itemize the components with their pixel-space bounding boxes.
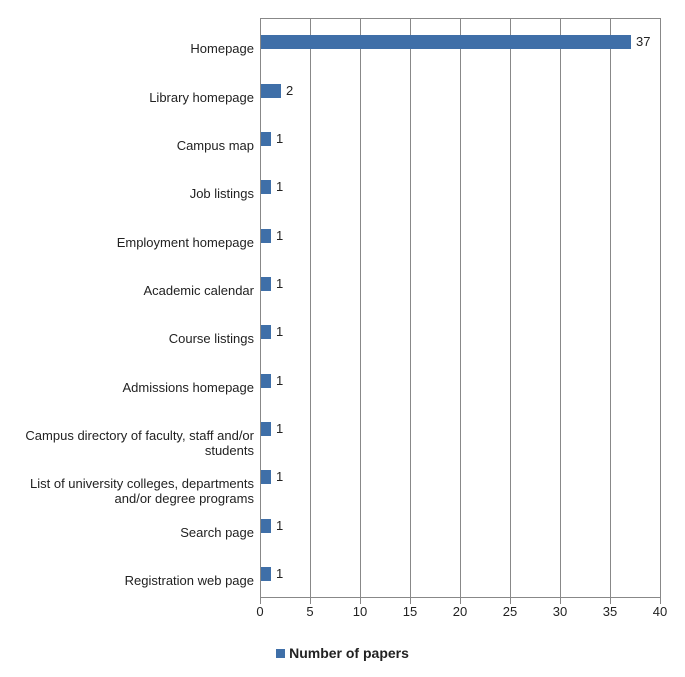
legend-label: Number of papers [289,645,409,661]
value-label: 1 [276,469,283,484]
category-label: Library homepage [6,91,254,106]
bar [261,567,271,581]
gridline [660,18,661,598]
gridline [610,18,611,598]
category-label: Campus directory of faculty, staff and/o… [6,429,254,459]
value-label: 1 [276,421,283,436]
bar [261,422,271,436]
bar [261,519,271,533]
gridline [360,18,361,598]
gridline [310,18,311,598]
value-label: 1 [276,228,283,243]
category-label: Homepage [6,42,254,57]
value-label: 37 [636,34,650,49]
legend: Number of papers [0,645,685,661]
x-tick-label: 5 [306,604,313,619]
category-label: Employment homepage [6,236,254,251]
x-tick-label: 10 [353,604,367,619]
bar [261,470,271,484]
value-label: 2 [286,83,293,98]
category-label: Admissions homepage [6,381,254,396]
gridline [510,18,511,598]
x-tick-label: 20 [453,604,467,619]
x-tick-label: 0 [256,604,263,619]
bar [261,35,631,49]
bar [261,374,271,388]
value-label: 1 [276,276,283,291]
gridline [560,18,561,598]
gridline [260,18,261,598]
category-label: Academic calendar [6,284,254,299]
category-label: List of university colleges, departments… [6,477,254,507]
x-tick-label: 40 [653,604,667,619]
bar [261,84,281,98]
value-label: 1 [276,179,283,194]
value-label: 1 [276,131,283,146]
category-label: Registration web page [6,574,254,589]
value-label: 1 [276,518,283,533]
x-tick-label: 15 [403,604,417,619]
bar [261,277,271,291]
bar [261,229,271,243]
value-label: 1 [276,324,283,339]
gridline [410,18,411,598]
chart-container: 0 5 10 15 20 25 30 35 40 Homepage 37 Library homepa… [0,0,685,677]
category-label: Course listings [6,332,254,347]
legend-swatch [276,649,285,658]
category-label: Search page [6,526,254,541]
bar [261,180,271,194]
value-label: 1 [276,373,283,388]
bar [261,132,271,146]
x-tick-label: 25 [503,604,517,619]
bar [261,325,271,339]
value-label: 1 [276,566,283,581]
category-label: Campus map [6,139,254,154]
gridline [460,18,461,598]
plot-area: 0510152025303540Homepage37Library homepa… [260,18,660,598]
x-tick-label: 30 [553,604,567,619]
x-tick-label: 35 [603,604,617,619]
category-label: Job listings [6,187,254,202]
